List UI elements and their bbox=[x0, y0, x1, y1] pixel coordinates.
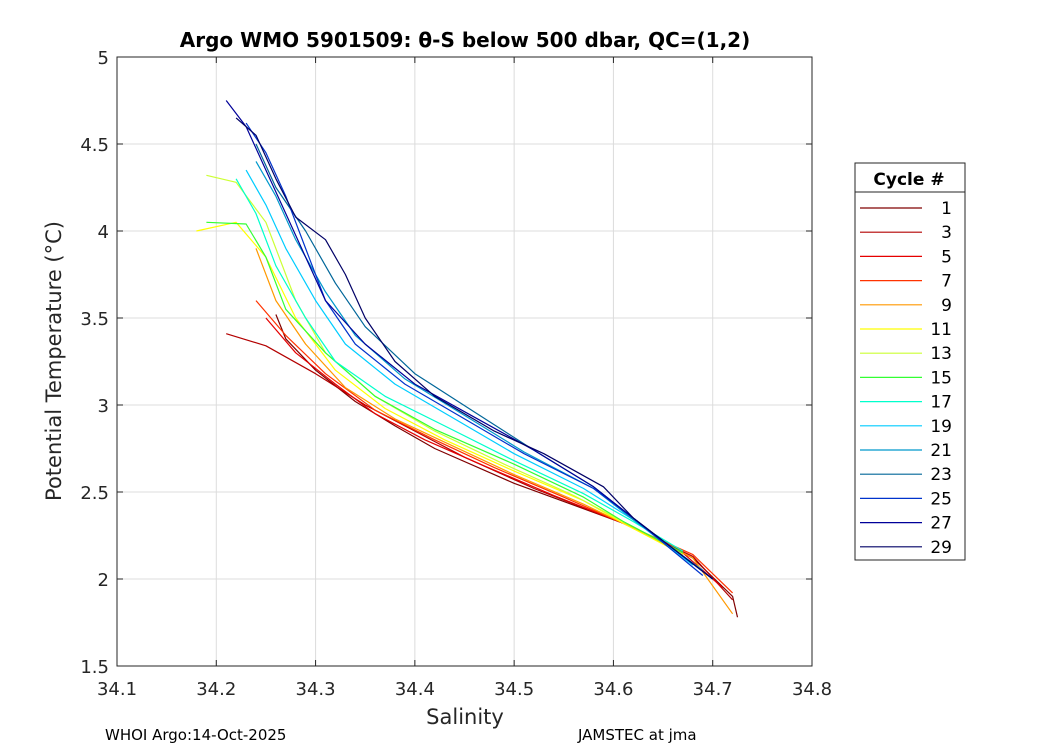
y-tick-label: 1.5 bbox=[80, 657, 109, 678]
legend-box bbox=[854, 162, 966, 561]
legend-label-cycle-5: 5 bbox=[941, 247, 952, 267]
y-tick-label: 4.5 bbox=[80, 135, 109, 156]
legend-label-cycle-23: 23 bbox=[930, 465, 952, 485]
legend-title: Cycle # bbox=[873, 170, 944, 190]
footer-credit-right: JAMSTEC at jma bbox=[578, 726, 697, 744]
x-tick-label: 34.4 bbox=[395, 679, 435, 700]
series-line-cycle-19 bbox=[245, 169, 694, 566]
footer-credit-left: WHOI Argo:14-Oct-2025 bbox=[105, 726, 287, 744]
series-line-cycle-23 bbox=[255, 143, 714, 580]
legend-label-cycle-9: 9 bbox=[941, 296, 952, 316]
chart-title: Argo WMO 5901509: θ-S below 500 dbar, QC… bbox=[180, 28, 750, 52]
legend-label-cycle-21: 21 bbox=[930, 441, 952, 461]
legend-label-cycle-3: 3 bbox=[941, 223, 952, 243]
legend-label-cycle-17: 17 bbox=[930, 393, 952, 413]
y-axis-label: Potential Temperature (°C) bbox=[42, 221, 66, 501]
series-line-cycle-15 bbox=[206, 221, 684, 554]
x-tick-label: 34.8 bbox=[792, 679, 832, 700]
y-tick-label: 3 bbox=[98, 396, 109, 417]
legend-label-cycle-27: 27 bbox=[930, 514, 952, 534]
x-tick-label: 34.5 bbox=[494, 679, 534, 700]
series-line-cycle-27 bbox=[225, 100, 714, 580]
plot-frame bbox=[116, 56, 813, 667]
x-tick-label: 34.1 bbox=[97, 679, 137, 700]
legend-label-cycle-11: 11 bbox=[930, 320, 952, 340]
legend-label-cycle-13: 13 bbox=[930, 344, 952, 364]
x-tick-label: 34.6 bbox=[593, 679, 633, 700]
legend-label-cycle-15: 15 bbox=[930, 368, 952, 388]
series-line-cycle-7 bbox=[255, 300, 734, 594]
y-tick-label: 2 bbox=[98, 570, 109, 591]
x-tick-label: 34.7 bbox=[693, 679, 733, 700]
series-line-cycle-21 bbox=[255, 161, 704, 571]
series-line-cycle-29 bbox=[235, 117, 714, 580]
y-tick-label: 5 bbox=[98, 48, 109, 69]
y-tick-label: 3.5 bbox=[80, 309, 109, 330]
x-tick-label: 34.2 bbox=[196, 679, 236, 700]
legend-label-cycle-1: 1 bbox=[941, 199, 952, 219]
series-line-cycle-5 bbox=[265, 317, 723, 589]
series-line-cycle-3 bbox=[226, 333, 734, 601]
legend-label-cycle-19: 19 bbox=[930, 417, 952, 437]
y-axis-ticks: 1.5 2 2.5 3 3.5 4 4.5 5 bbox=[80, 48, 812, 678]
y-tick-label: 2.5 bbox=[80, 483, 109, 504]
legend-label-cycle-25: 25 bbox=[930, 489, 952, 509]
x-tick-label: 34.3 bbox=[296, 679, 336, 700]
x-axis-ticks: 34.1 34.2 34.3 34.4 34.5 34.6 34.7 34.8 bbox=[97, 57, 832, 700]
legend-label-cycle-7: 7 bbox=[941, 272, 952, 292]
series-lines bbox=[196, 100, 739, 618]
legend-label-cycle-29: 29 bbox=[930, 538, 952, 558]
series-line-cycle-25 bbox=[245, 122, 704, 576]
y-tick-label: 4 bbox=[98, 222, 109, 243]
x-axis-label: Salinity bbox=[426, 705, 504, 729]
series-line-cycle-17 bbox=[235, 178, 684, 552]
